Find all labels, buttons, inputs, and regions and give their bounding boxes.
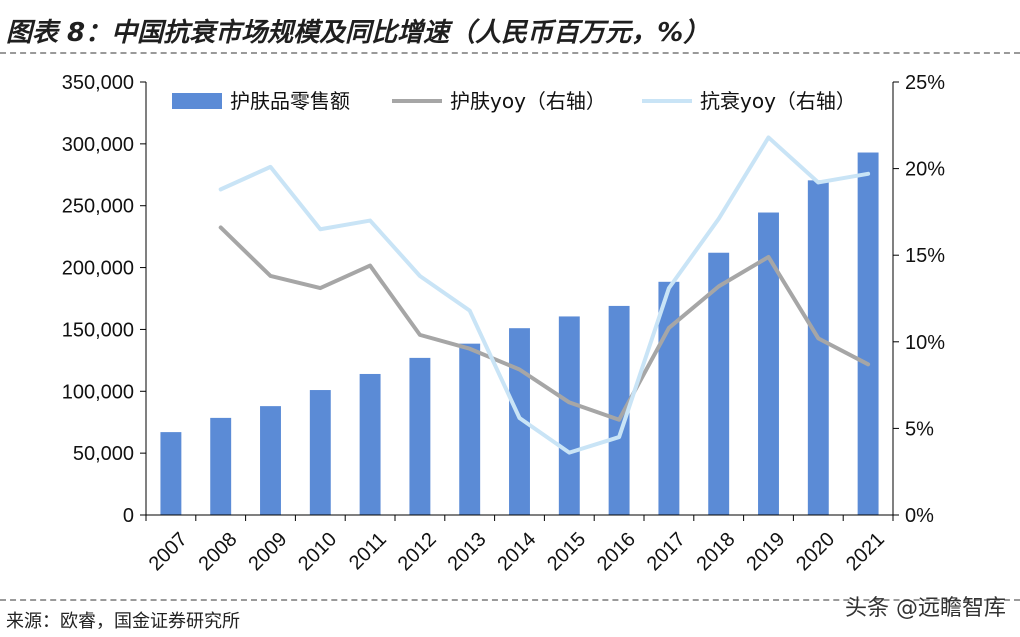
y-right-tick-label: 5%	[905, 418, 934, 440]
y-right-tick-label: 15%	[905, 245, 945, 267]
y-left-tick-label: 200,000	[62, 258, 134, 280]
y-left-tick-label: 300,000	[62, 134, 134, 156]
bar-2008	[210, 417, 232, 515]
bars-layer	[160, 152, 879, 516]
bar-2020	[807, 180, 829, 516]
bar-2021	[857, 152, 879, 515]
y-left-tick-label: 0	[123, 505, 134, 527]
title-divider	[0, 52, 1020, 54]
series-line-1	[218, 225, 871, 422]
legend: 护肤品零售额 护肤yoy（右轴） 抗衰yoy（右轴）	[172, 89, 856, 113]
legend-label-1: 护肤yoy（右轴）	[450, 89, 606, 113]
y-right-tick-label: 25%	[905, 72, 945, 94]
x-tick-label-2012: 2012	[394, 528, 441, 575]
lines-layer	[218, 135, 871, 455]
x-tick-label-2021: 2021	[842, 528, 889, 575]
y-left-tick-label: 50,000	[73, 443, 134, 465]
x-tick-label-2009: 2009	[244, 528, 291, 575]
y-left-tick-label: 150,000	[62, 319, 134, 341]
bar-2016	[608, 305, 630, 515]
bar-2019	[758, 212, 779, 516]
x-tick-label-2008: 2008	[195, 528, 242, 575]
bar-2009	[260, 406, 281, 515]
x-tick-label-2010: 2010	[294, 528, 341, 575]
bar-2010	[309, 390, 331, 515]
chart-title: 图表 8：中国抗衰市场规模及同比增速（人民币百万元，%）	[6, 18, 710, 48]
y-right-tick-label: 10%	[905, 332, 945, 354]
bar-2015	[558, 316, 580, 515]
chart: 0 50,000 100,000 150,000 200,000 250,000 300,0…	[62, 72, 946, 575]
x-tick-label-2007: 2007	[145, 528, 192, 575]
bar-2017	[658, 281, 680, 515]
legend-label-0: 护肤品零售额	[230, 89, 350, 113]
x-tick-label-2014: 2014	[493, 528, 540, 575]
legend-label-2: 抗衰yoy（右轴）	[700, 89, 856, 113]
y-left-tick-label: 250,000	[62, 196, 134, 218]
x-tick-label-2016: 2016	[593, 528, 640, 575]
bar-2011	[359, 373, 381, 515]
y-right-tick-label: 0%	[905, 505, 934, 527]
watermark: 头条 @远瞻智库	[845, 596, 1006, 621]
x-tick-label-2020: 2020	[792, 528, 839, 575]
series-line-2	[218, 135, 871, 455]
x-tick-label-2015: 2015	[543, 528, 590, 575]
bar-2013	[459, 343, 481, 515]
bar-2018	[708, 252, 730, 515]
legend-swatch-bar	[172, 93, 222, 109]
y-left-tick-label: 100,000	[62, 381, 134, 403]
footer-divider	[0, 599, 1020, 601]
source-note: 来源：欧睿，国金证券研究所	[6, 611, 240, 632]
y-right-tick-label: 20%	[905, 159, 945, 181]
y-left-tick-label: 350,000	[62, 72, 134, 94]
x-tick-label-2018: 2018	[693, 528, 740, 575]
bar-2007	[160, 432, 182, 515]
x-tick-label-2019: 2019	[742, 528, 789, 575]
x-tick-label-2013: 2013	[444, 528, 491, 575]
x-tick-label-2011: 2011	[345, 528, 391, 574]
bar-2012	[409, 357, 431, 515]
x-tick-label-2017: 2017	[643, 528, 690, 575]
